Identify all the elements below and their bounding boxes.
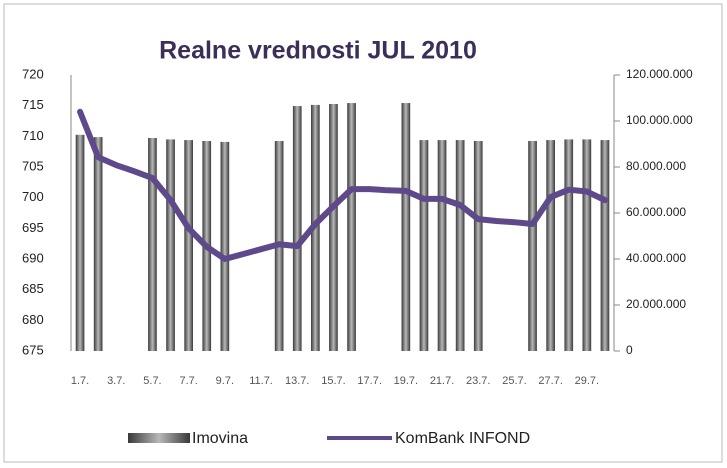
x-tick-label: 5.7. (143, 375, 161, 387)
bar (166, 139, 175, 351)
legend-label: KomBank INFOND (395, 430, 530, 447)
chart-title: Realne vrednosti JUL 2010 (159, 37, 477, 65)
y-tick-label: 700 (22, 189, 44, 204)
bar (401, 103, 411, 351)
line (77, 108, 608, 262)
y-tick-label: 715 (22, 97, 44, 112)
x-tick-label: 29.7. (575, 375, 599, 387)
x-tick-label: 17.7. (357, 375, 381, 387)
bar (347, 103, 356, 351)
y-tick-label: 705 (22, 158, 44, 173)
y2-tick-label: 60.000.000 (626, 205, 686, 219)
x-tick-label: 7.7. (179, 375, 197, 387)
y-tick-label: 720 (22, 66, 44, 81)
x-tick-label: 3.7. (107, 375, 125, 387)
bar (93, 137, 103, 351)
y-tick-label: 710 (22, 128, 44, 143)
y2-tick-label: 0 (626, 343, 633, 357)
bar (473, 141, 483, 351)
x-tick-label: 25.7. (502, 375, 526, 387)
bar (75, 134, 85, 351)
y-tick-label: 675 (22, 342, 44, 357)
x-tick-label: 13.7. (285, 375, 309, 387)
y2-tick-label: 20.000.000 (626, 297, 686, 311)
x-tick-label: 9.7. (216, 375, 234, 387)
y2-tick-label: 80.000.000 (626, 159, 686, 173)
x-tick-label: 1.7. (71, 375, 89, 387)
bar (546, 140, 555, 351)
y-tick-label: 695 (22, 220, 44, 235)
bar (600, 140, 610, 351)
y2-tick-label: 40.000.000 (626, 251, 686, 265)
bar (220, 141, 230, 351)
bar (329, 103, 338, 351)
x-tick-label: 23.7. (466, 375, 490, 387)
x-tick-label: 19.7. (394, 375, 418, 387)
y-tick-label: 690 (22, 250, 44, 265)
y2-tick-label: 100.000.000 (626, 113, 693, 127)
x-tick-label: 15.7. (321, 375, 345, 387)
y-tick-label: 685 (22, 281, 44, 296)
bar (184, 140, 193, 351)
x-tick-label: 27.7. (538, 375, 562, 387)
bar (437, 140, 447, 351)
bar (148, 138, 157, 351)
y-tick-label: 680 (22, 312, 44, 327)
bar (455, 140, 465, 351)
y2-tick-label: 120.000.000 (626, 67, 693, 81)
bar (564, 139, 574, 351)
bar (419, 140, 429, 351)
x-tick-label: 21.7. (430, 375, 454, 387)
legend-icon (128, 433, 190, 443)
legend-label: Imovina (192, 430, 248, 447)
x-tick-label: 11.7. (249, 375, 273, 387)
bar (528, 141, 537, 351)
bar (582, 139, 592, 351)
bar (292, 106, 302, 351)
